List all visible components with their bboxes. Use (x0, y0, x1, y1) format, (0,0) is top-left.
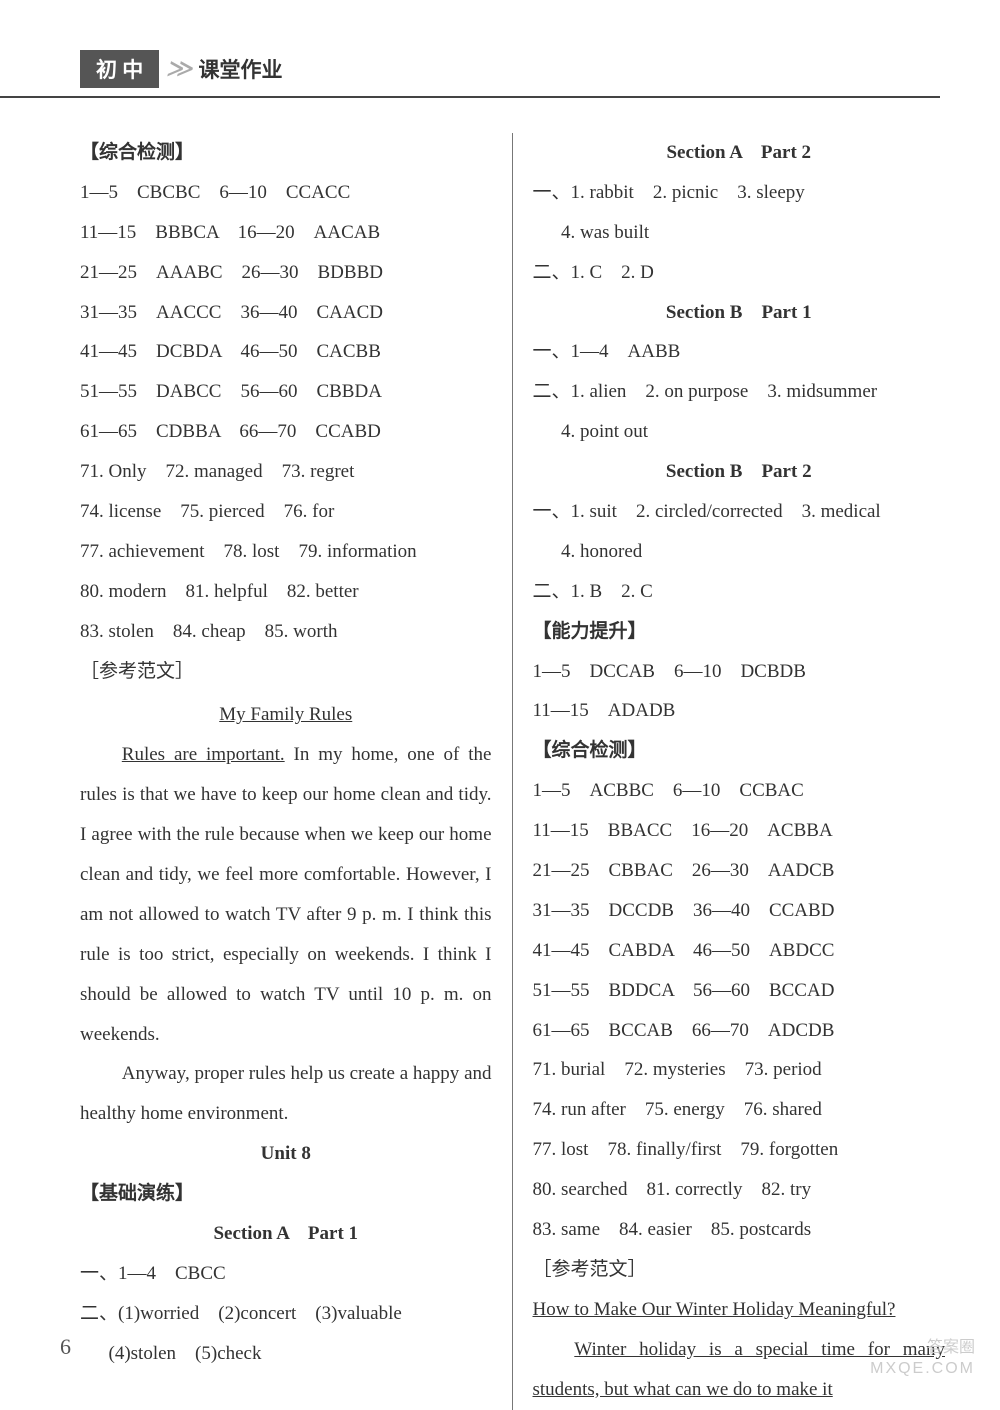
answer-line: 21—25 CBBAC 26—30 AADCB (533, 851, 946, 891)
reference-label: ［参考范文］ (533, 1250, 946, 1290)
section-title: 【能力提升】 (533, 612, 946, 652)
answer-line: 11—15 BBBCA 16—20 AACAB (80, 213, 492, 253)
answer-line: 83. same 84. easier 85. postcards (533, 1210, 946, 1250)
section-title: 【综合检测】 (80, 133, 492, 173)
page-header: 初 中 ≫ 课堂作业 (0, 50, 940, 98)
answer-line: 80. searched 81. correctly 82. try (533, 1170, 946, 1210)
answer-line: 二、1. alien 2. on purpose 3. midsummer (533, 372, 946, 412)
answer-line: 41—45 DCBDA 46—50 CACBB (80, 332, 492, 372)
essay-title: My Family Rules (80, 695, 492, 735)
answer-line: 一、1—4 AABB (533, 332, 946, 372)
essay-paragraph: Anyway, proper rules help us create a ha… (80, 1054, 492, 1134)
section-subtitle: Section A Part 1 (80, 1214, 492, 1254)
answer-line: 80. modern 81. helpful 82. better (80, 572, 492, 612)
answer-line: 74. license 75. pierced 76. for (80, 492, 492, 532)
section-subtitle: Section B Part 1 (533, 293, 946, 333)
answer-line: 77. achievement 78. lost 79. information (80, 532, 492, 572)
answer-line: 31—35 DCCDB 36—40 CCABD (533, 891, 946, 931)
answer-line: 61—65 CDBBA 66—70 CCABD (80, 412, 492, 452)
answer-line: 一、1—4 CBCC (80, 1254, 492, 1294)
section-subtitle: Section B Part 2 (533, 452, 946, 492)
answer-line: 83. stolen 84. cheap 85. worth (80, 612, 492, 652)
right-column: Section A Part 2 一、1. rabbit 2. picnic 3… (513, 133, 946, 1410)
answer-line: 4. was built (533, 213, 946, 253)
watermark: 答案圈 MXQE.COM (870, 1338, 975, 1380)
answer-line: 77. lost 78. finally/first 79. forgotten (533, 1130, 946, 1170)
answer-line: 51—55 DABCC 56—60 CBBDA (80, 372, 492, 412)
answer-line: 4. point out (533, 412, 946, 452)
answer-line: 1—5 DCCAB 6—10 DCBDB (533, 652, 946, 692)
answer-line: 51—55 BDDCA 56—60 BCCAD (533, 971, 946, 1011)
answer-line: 71. burial 72. mysteries 73. period (533, 1050, 946, 1090)
answer-line: 31—35 AACCC 36—40 CAACD (80, 293, 492, 333)
essay-underline: Rules are important. (122, 744, 285, 765)
answer-line: 21—25 AAABC 26—30 BDBBD (80, 253, 492, 293)
section-title: 【综合检测】 (533, 731, 946, 771)
answer-line: 11—15 BBACC 16—20 ACBBA (533, 811, 946, 851)
left-column: 【综合检测】 1—5 CBCBC 6—10 CCACC 11—15 BBBCA … (80, 133, 513, 1410)
content-columns: 【综合检测】 1—5 CBCBC 6—10 CCACC 11—15 BBBCA … (0, 108, 1000, 1410)
answer-line: 二、1. B 2. C (533, 572, 946, 612)
section-subtitle: Section A Part 2 (533, 133, 946, 173)
answer-line: 41—45 CABDA 46—50 ABDCC (533, 931, 946, 971)
essay-text: In my home, one of the rules is that we … (80, 744, 492, 1044)
answer-line: 74. run after 75. energy 76. shared (533, 1090, 946, 1130)
unit-title: Unit 8 (80, 1134, 492, 1174)
answer-line: 71. Only 72. managed 73. regret (80, 452, 492, 492)
essay-title: How to Make Our Winter Holiday Meaningfu… (533, 1290, 946, 1330)
reference-label: ［参考范文］ (80, 652, 492, 692)
header-badge: 初 中 (80, 50, 159, 88)
section-title: 【基础演练】 (80, 1174, 492, 1214)
header-title: 课堂作业 (198, 54, 282, 84)
answer-line: 11—15 ADADB (533, 691, 946, 731)
answer-line: 1—5 ACBBC 6—10 CCBAC (533, 771, 946, 811)
header-arrows-icon: ≫ (165, 54, 192, 84)
answer-line: 61—65 BCCAB 66—70 ADCDB (533, 1011, 946, 1051)
essay-paragraph: Rules are important. In my home, one of … (80, 735, 492, 1054)
watermark-line: 答案圈 (870, 1338, 975, 1359)
answer-line: 1—5 CBCBC 6—10 CCACC (80, 173, 492, 213)
answer-line: 二、(1)worried (2)concert (3)valuable (80, 1294, 492, 1334)
answer-line: (4)stolen (5)check (80, 1334, 492, 1374)
answer-line: 一、1. suit 2. circled/corrected 3. medica… (533, 492, 946, 532)
answer-line: 一、1. rabbit 2. picnic 3. sleepy (533, 173, 946, 213)
watermark-line: MXQE.COM (870, 1359, 975, 1380)
answer-line: 4. honored (533, 532, 946, 572)
page-number: 6 (60, 1334, 71, 1360)
answer-line: 二、1. C 2. D (533, 253, 946, 293)
